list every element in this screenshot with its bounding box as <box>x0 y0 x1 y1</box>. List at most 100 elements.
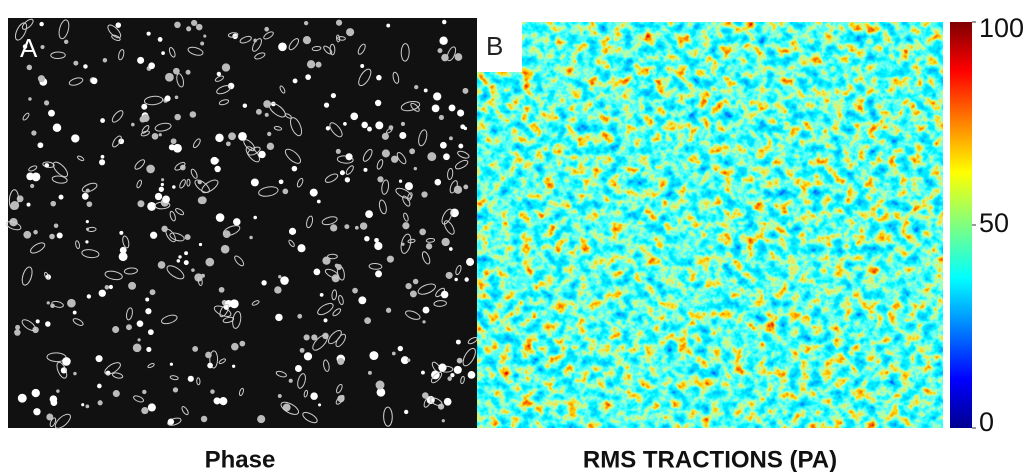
cell <box>277 393 282 398</box>
cell <box>454 53 463 61</box>
cell <box>118 252 128 262</box>
cell <box>161 225 168 233</box>
cell <box>185 69 191 75</box>
cell <box>329 122 343 138</box>
cell <box>288 239 295 248</box>
cell <box>381 132 389 140</box>
cell <box>81 249 100 259</box>
cell <box>441 208 453 225</box>
cell <box>173 143 182 153</box>
cell <box>95 355 103 363</box>
cell <box>168 144 175 151</box>
cell <box>462 87 469 94</box>
cell <box>303 334 310 341</box>
cell <box>467 371 476 379</box>
cell <box>400 43 410 62</box>
cell <box>196 377 201 386</box>
cell <box>321 216 338 226</box>
cell <box>422 392 429 399</box>
cell <box>258 150 266 159</box>
cell <box>160 182 164 187</box>
cell <box>141 103 148 110</box>
cell <box>158 186 165 192</box>
cell <box>395 187 412 199</box>
cell <box>219 303 230 318</box>
cell <box>232 364 236 368</box>
cell <box>396 152 407 165</box>
cell <box>439 36 448 45</box>
cell <box>364 235 370 242</box>
cell <box>352 287 358 294</box>
cell <box>327 329 342 345</box>
cell <box>195 23 203 31</box>
cell <box>441 237 450 247</box>
cell <box>374 237 379 243</box>
cell <box>303 352 313 361</box>
cell <box>255 108 262 115</box>
cell <box>104 362 121 375</box>
cell <box>111 34 121 42</box>
cell <box>161 314 178 325</box>
cell <box>119 246 127 254</box>
cell <box>141 114 150 123</box>
cell <box>203 34 207 38</box>
cell <box>402 195 411 207</box>
panel-label: B <box>486 31 503 61</box>
cell <box>48 109 55 117</box>
cell <box>418 129 428 147</box>
cell <box>367 370 372 375</box>
cell <box>81 192 89 200</box>
cell <box>72 310 77 315</box>
cell <box>404 409 409 415</box>
cell <box>345 165 354 175</box>
cell <box>297 313 303 319</box>
cell <box>327 253 338 260</box>
cell <box>190 168 198 179</box>
colorbar-tick-label: 50 <box>979 208 1009 238</box>
cell <box>137 338 141 342</box>
cell <box>330 224 338 232</box>
cell <box>145 297 150 302</box>
cell <box>33 408 41 416</box>
cell <box>423 88 428 93</box>
cell <box>143 95 164 106</box>
cell <box>157 261 166 269</box>
cell <box>33 229 38 235</box>
caption: Phase <box>205 446 276 472</box>
cell <box>126 307 133 321</box>
cell <box>319 292 324 297</box>
cell <box>302 36 312 45</box>
cell <box>292 78 298 84</box>
cell <box>445 271 453 279</box>
cell <box>85 188 90 193</box>
cell <box>133 395 145 403</box>
colorbar-tick-label: 100 <box>979 13 1024 43</box>
cell <box>210 156 219 165</box>
cell <box>26 202 31 207</box>
cell <box>454 277 458 282</box>
cell <box>81 182 98 193</box>
cell <box>357 43 366 55</box>
cell <box>37 142 44 149</box>
cell <box>14 329 21 336</box>
cell <box>132 343 142 353</box>
cell <box>417 283 436 295</box>
cell <box>425 243 433 250</box>
cell <box>344 177 351 183</box>
cell <box>324 268 339 279</box>
cell <box>407 358 411 362</box>
traction-map <box>477 22 943 428</box>
cell <box>263 31 274 40</box>
cell <box>433 300 447 307</box>
cell <box>99 159 106 166</box>
cell <box>205 351 212 359</box>
cell <box>68 77 84 86</box>
cell <box>405 310 421 320</box>
cell <box>183 260 189 266</box>
cell <box>51 300 64 308</box>
cell <box>119 230 124 235</box>
cell <box>359 222 368 230</box>
cell <box>100 154 105 159</box>
phase-background <box>8 18 477 428</box>
